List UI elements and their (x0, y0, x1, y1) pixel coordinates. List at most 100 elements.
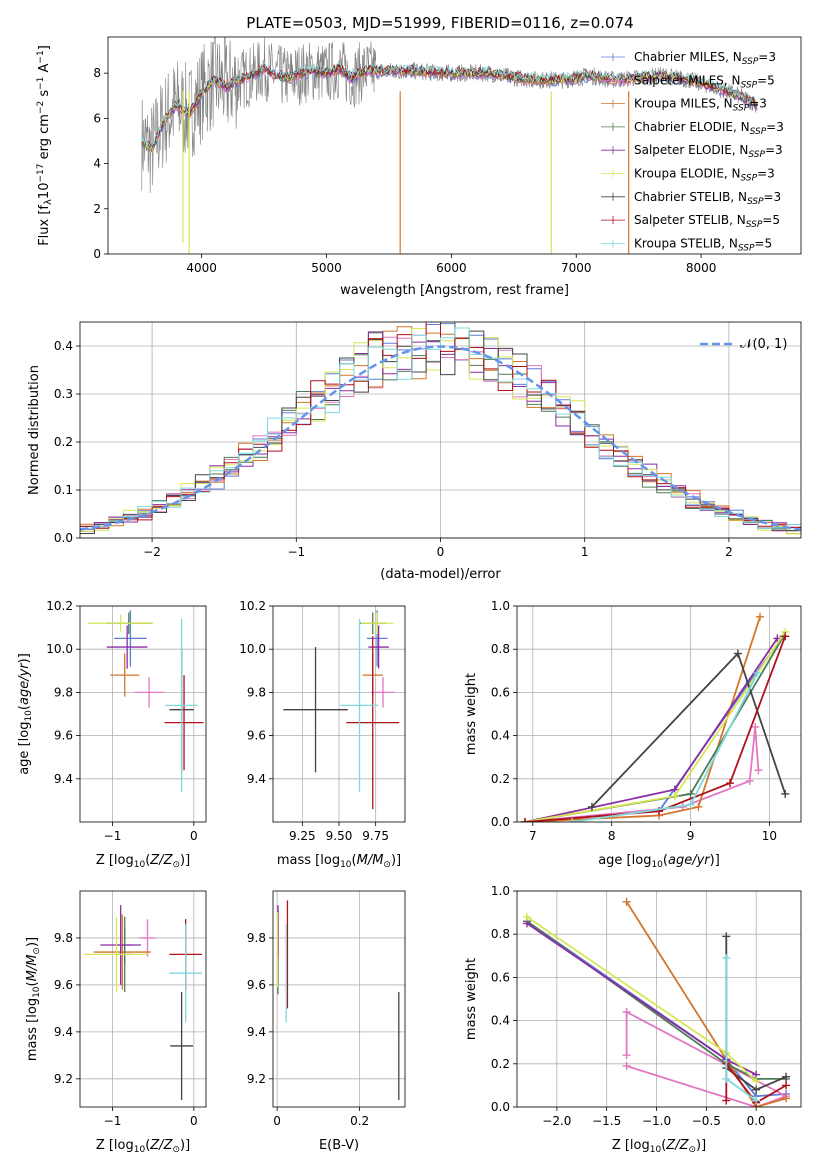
label-part: 10 (37, 183, 52, 200)
plot-area (84, 905, 202, 1100)
label-part: M/M (357, 853, 384, 868)
residual-histogram-6 (80, 330, 801, 534)
legend-entry: Salpeter MILES, NSSP=5 (634, 73, 775, 90)
y-tick-label: 1.0 (491, 599, 510, 613)
label-part: SSP (733, 104, 750, 114)
label-part: ( (661, 1138, 666, 1153)
plot-area (522, 897, 791, 1107)
weight-vs-metallicity-panel: −2.0 −1.5 −1.0 −0.5 0.0 0.0 0.2 0.4 0.6 0.8 1.0 Z [… (464, 884, 802, 1155)
x-tick-label: 10 (762, 829, 777, 843)
model-spectrum-8 (141, 61, 758, 148)
x-axis-label: Z [log10(Z/Z⊙)] (96, 1138, 190, 1155)
y-tick-label: 9.4 (54, 1025, 73, 1039)
label-part: )] (25, 937, 40, 947)
label-part: M/M (25, 955, 40, 982)
y-tick-label: 0.4 (491, 729, 510, 743)
x-axis-label: (data-model)/error (380, 567, 501, 582)
label-part: =5 (754, 236, 772, 250)
label-part: 10 (134, 1145, 146, 1155)
label-part: =3 (765, 143, 783, 157)
label-part: age/yr (668, 853, 711, 868)
axes-frame (79, 890, 207, 1108)
label-part: 10 (24, 710, 34, 722)
label-part: −1 (36, 50, 46, 63)
x-tick-label: 0.0 (747, 1114, 766, 1128)
label-part: )] (710, 853, 720, 868)
legend-entry: 𝒩(0, 1) (740, 337, 787, 352)
y-tick-label: 0.2 (491, 772, 510, 786)
label-part: SSP (741, 174, 758, 184)
y-tick-label: 0.6 (491, 970, 510, 984)
label-part: SSP (746, 220, 763, 230)
label-part: ⊙ (172, 1145, 180, 1155)
label-part: Salpeter ELODIE, N (634, 143, 748, 157)
legend-entry: Salpeter STELIB, NSSP=5 (634, 213, 780, 230)
label-part: 10 (650, 1145, 662, 1155)
y-tick-label: 9.4 (247, 1025, 266, 1039)
y-tick-label: 0.1 (54, 483, 73, 497)
x-tick-label: 0 (190, 829, 198, 843)
axes-frame (272, 890, 406, 1108)
x-tick-label: −0.5 (692, 1114, 721, 1128)
label-part: s (37, 90, 52, 101)
x-axis-label: wavelength [Angstrom, rest frame] (340, 283, 569, 298)
y-tick-label: 10.2 (239, 599, 266, 613)
label-part: ( (145, 1138, 150, 1153)
label-part: ( (25, 981, 40, 986)
label-part: age/yr (17, 662, 32, 705)
label-part: Flux [f (37, 205, 52, 246)
x-tick-label: 7000 (561, 261, 592, 275)
label-part: age [log (17, 722, 32, 775)
label-part: ⊙ (688, 1145, 696, 1155)
label-part: ⊙ (32, 947, 42, 955)
figure-title: PLATE=0503, MJD=51999, FIBERID=0116, z=0… (246, 14, 633, 32)
age-vs-metallicity-panel: −1 09.49.69.810.010.2Z [log10(Z/Z⊙)]age [… (17, 599, 207, 870)
label-part: SSP (747, 197, 764, 207)
y-tick-label: 9.6 (54, 729, 73, 743)
label-part: ⊙ (172, 860, 180, 870)
label-part: Salpeter MILES, N (634, 73, 741, 87)
plot-area (276, 900, 400, 1100)
normal-curve (80, 345, 801, 531)
x-axis-label: age [log10(age/yr)] (598, 853, 720, 870)
plot-area (88, 610, 204, 792)
y-tick-label: 10.0 (46, 642, 73, 656)
x-tick-label: 7 (529, 829, 537, 843)
y-tick-label: 9.8 (247, 931, 266, 945)
label-part: −17 (36, 164, 46, 183)
y-tick-label: 0 (93, 247, 101, 261)
label-part: )] (696, 1138, 706, 1153)
label-part: =3 (758, 50, 776, 64)
y-tick-label: 0.8 (491, 642, 510, 656)
label-part: ( (17, 705, 32, 710)
y-tick-label: 9.8 (54, 931, 73, 945)
label-part: SSP (748, 150, 765, 160)
y-tick-label: 4 (93, 157, 101, 171)
label-part: =3 (757, 167, 775, 181)
y-tick-label: 6 (93, 111, 101, 125)
y-tick-label: 0.2 (54, 435, 73, 449)
legend-entry: Chabrier MILES, NSSP=3 (634, 50, 776, 67)
x-tick-label: −2.0 (542, 1114, 571, 1128)
label-part: 10 (340, 860, 352, 870)
x-tick-label: 4000 (186, 261, 217, 275)
y-tick-label: 9.2 (247, 1072, 266, 1086)
x-tick-label: 5000 (311, 261, 342, 275)
y-axis-label: mass weight (464, 958, 479, 1040)
x-tick-label: 0 (190, 1114, 198, 1128)
label-part: Chabrier ELODIE, N (634, 120, 750, 134)
label-part: Z/Z (149, 1138, 173, 1153)
y-tick-label: 0.4 (491, 1014, 510, 1028)
legend-entry: Kroupa MILES, NSSP=3 (634, 97, 767, 114)
y-axis-label: Flux [fλ10−17 erg cm−2 s−1 A−1] (36, 45, 54, 246)
y-tick-label: 9.4 (247, 772, 266, 786)
residuals-panel: −2 −1 0 1 2 0.0 0.1 0.2 0.3 0.4 𝒩(0, 1) (data-model… (27, 321, 802, 582)
y-tick-label: 9.2 (54, 1072, 73, 1086)
y-tick-label: 8 (93, 66, 101, 80)
x-tick-label: 9 (687, 829, 695, 843)
label-part: =3 (766, 120, 784, 134)
label-part: SSP (741, 80, 758, 90)
label-part: Z [log (96, 1138, 134, 1153)
y-tick-label: 1.0 (491, 884, 510, 898)
